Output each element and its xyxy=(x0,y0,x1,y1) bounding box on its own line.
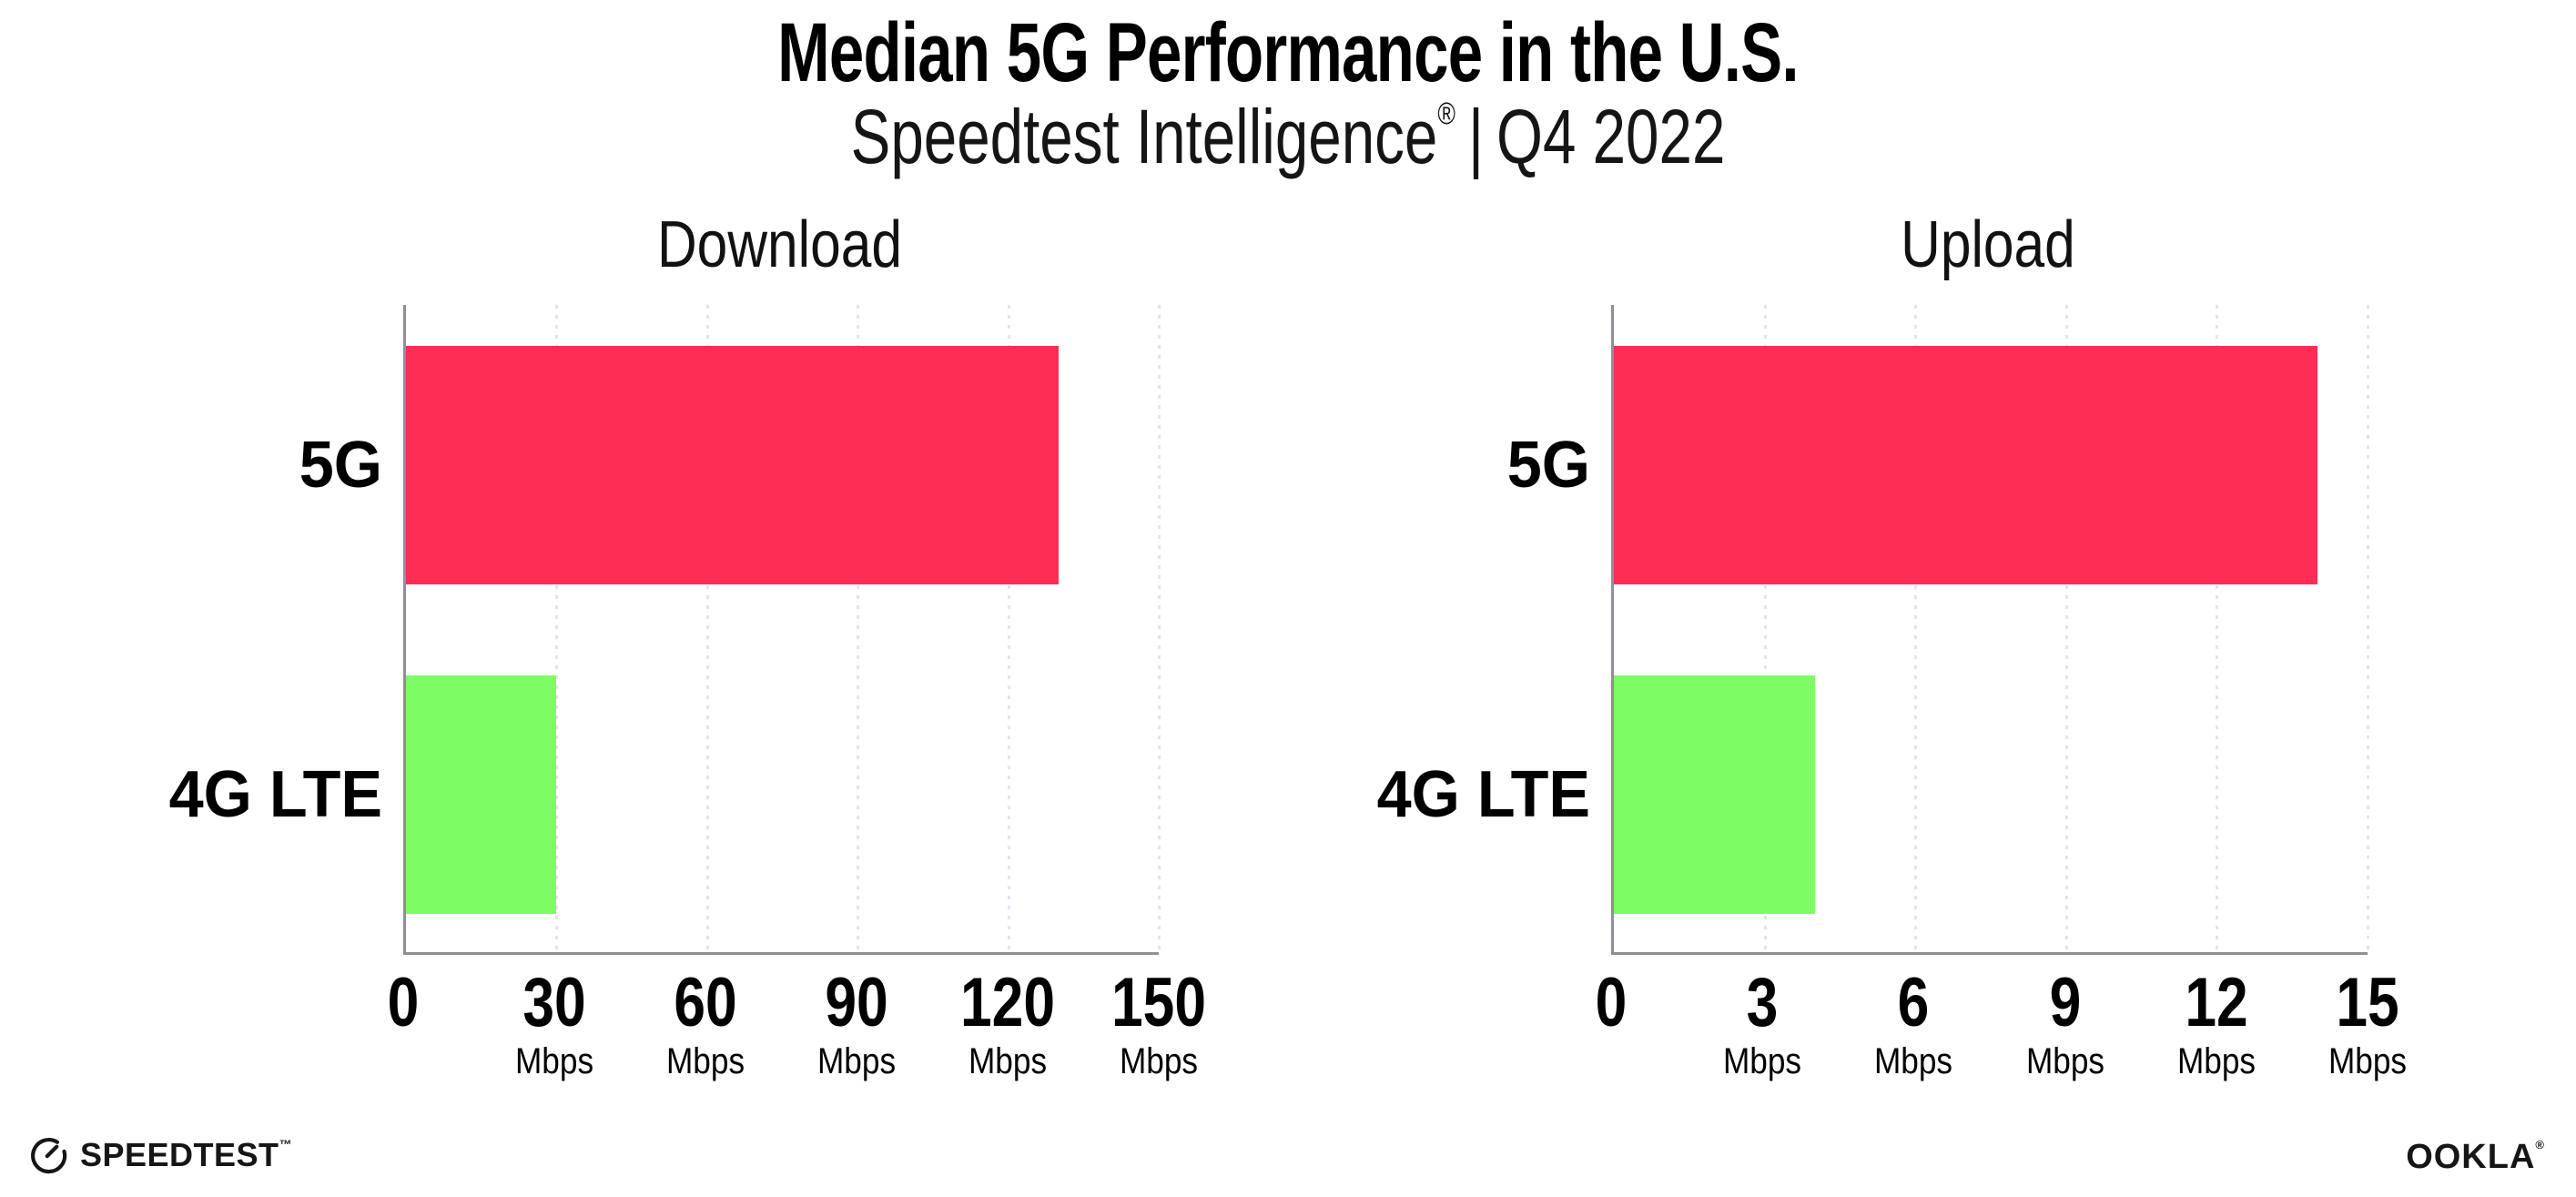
tick-value: 60 xyxy=(674,964,737,1041)
category-label: 4G LTE xyxy=(168,758,382,831)
upload-chart-title: Upload xyxy=(1901,208,2075,281)
x-tick: 3 Mbps xyxy=(1662,964,1862,1082)
x-tick: 30 Mbps xyxy=(454,964,654,1082)
tick-unit: Mbps xyxy=(2176,1041,2256,1081)
download-x-axis-ticks: 0 30 Mbps 60 Mbps 90 Mbps 120 Mbps 150 Mbps xyxy=(388,964,1206,1103)
gridline xyxy=(2367,305,2369,952)
gridline xyxy=(2216,305,2219,952)
category-label: 4G LTE xyxy=(1376,758,1590,831)
tick-value: 0 xyxy=(387,964,420,1041)
tick-unit: Mbps xyxy=(665,1041,745,1081)
gridline xyxy=(857,305,860,952)
tick-unit: Mbps xyxy=(2328,1041,2408,1081)
bar-5g xyxy=(1614,346,2317,584)
tick-value: 6 xyxy=(1898,964,1930,1041)
x-tick: 0 xyxy=(1511,967,1711,1040)
speedtest-logo: SPEEDTEST™ xyxy=(29,1136,292,1174)
bar-4g-lte xyxy=(406,675,557,914)
tick-unit: Mbps xyxy=(816,1041,897,1081)
upload-x-axis-ticks: 0 3 Mbps 6 Mbps 9 Mbps 12 Mbps 15 Mbps xyxy=(1596,964,2407,1103)
tick-unit: Mbps xyxy=(1119,1041,1199,1081)
gridline xyxy=(705,305,709,952)
tick-unit: Mbps xyxy=(514,1041,594,1081)
subtitle-separator: | xyxy=(1467,94,1484,179)
gridline xyxy=(2064,305,2068,952)
speedtest-wordmark: SPEEDTEST™ xyxy=(80,1136,292,1174)
page-title: Median 5G Performance in the U.S. xyxy=(777,6,1799,99)
tick-value: 150 xyxy=(1111,964,1206,1041)
x-tick: 6 Mbps xyxy=(1813,964,2013,1082)
tick-unit: Mbps xyxy=(968,1041,1048,1081)
trademark-mark: ™ xyxy=(279,1137,293,1151)
tick-unit: Mbps xyxy=(1723,1041,1802,1081)
tick-unit: Mbps xyxy=(2025,1041,2104,1081)
category-label: 5G xyxy=(299,429,382,502)
x-tick: 90 Mbps xyxy=(756,964,957,1082)
ookla-registered-mark: ® xyxy=(2535,1138,2545,1151)
tick-value: 12 xyxy=(2185,964,2248,1041)
upload-category-labels: 5G 4G LTE xyxy=(1272,305,1590,955)
x-tick: 60 Mbps xyxy=(605,964,806,1082)
gridline xyxy=(1007,305,1010,952)
gridline xyxy=(555,305,559,952)
download-plot-area xyxy=(403,305,1161,955)
category-label: 5G xyxy=(1506,429,1590,502)
download-category-labels: 5G 4G LTE xyxy=(64,305,382,955)
x-tick: 12 Mbps xyxy=(2116,964,2317,1082)
subtitle-brand: Speedtest Intelligence xyxy=(850,94,1438,179)
tick-value: 9 xyxy=(2049,964,2081,1041)
download-chart-title: Download xyxy=(657,208,902,281)
speedtest-text: SPEEDTEST xyxy=(80,1136,279,1173)
tick-value: 30 xyxy=(522,964,586,1041)
speedtest-gauge-icon xyxy=(31,1138,67,1174)
tick-value: 0 xyxy=(1595,964,1628,1041)
tick-value: 3 xyxy=(1746,964,1779,1041)
page-subtitle: Speedtest Intelligence® | Q4 2022 xyxy=(283,93,2292,181)
ookla-text: OOKLA xyxy=(2406,1138,2536,1176)
x-tick: 0 xyxy=(303,967,503,1040)
gridline xyxy=(1763,305,1767,952)
tick-value: 15 xyxy=(2336,964,2399,1041)
gridline xyxy=(1158,305,1161,952)
x-tick: 15 Mbps xyxy=(2267,964,2468,1082)
upload-plot-area xyxy=(1611,305,2369,955)
subtitle-period: Q4 2022 xyxy=(1496,94,1726,179)
ookla-wordmark: OOKLA® xyxy=(2406,1138,2545,1176)
registered-mark: ® xyxy=(1437,96,1455,131)
x-tick: 120 Mbps xyxy=(908,964,1108,1082)
gridline xyxy=(1914,305,1918,952)
tick-value: 90 xyxy=(825,964,888,1041)
ookla-logo: OOKLA® xyxy=(2406,1138,2545,1177)
bar-5g xyxy=(406,346,1059,584)
tick-unit: Mbps xyxy=(1874,1041,1953,1081)
tick-value: 120 xyxy=(960,964,1055,1041)
x-tick: 150 Mbps xyxy=(1059,964,1259,1082)
bar-4g-lte xyxy=(1614,675,1815,914)
x-tick: 9 Mbps xyxy=(1965,964,2165,1082)
